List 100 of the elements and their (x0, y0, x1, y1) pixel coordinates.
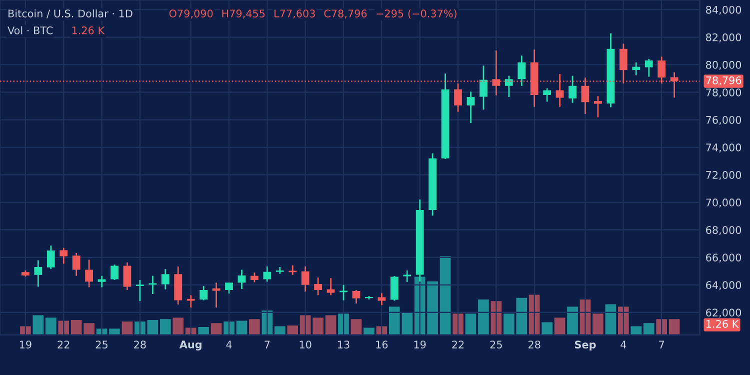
bar (58, 320, 70, 335)
y-tick-label: 80,000 (706, 60, 742, 70)
bar (134, 322, 146, 335)
text: Bitcoin / U.S. Dollar · 1D (8, 9, 132, 18)
bar (350, 319, 362, 335)
x-tick-label: 28 (134, 340, 146, 348)
candlestick (110, 264, 118, 281)
bar (32, 315, 44, 335)
y-tick-label: 76,000 (706, 116, 742, 125)
bar (554, 318, 566, 335)
candlestick (504, 75, 513, 98)
candlestick (263, 266, 272, 282)
bar (338, 314, 349, 335)
bar (656, 319, 667, 335)
x-tick-label: 25 (490, 340, 502, 348)
candlestick (644, 58, 653, 78)
candlestick (543, 88, 552, 102)
candlestick (123, 262, 132, 291)
bar (364, 328, 374, 335)
bar (70, 320, 82, 335)
text: Vol · BTC (8, 26, 53, 34)
x-tick-label: 25 (96, 340, 108, 348)
bar (20, 326, 31, 335)
bar (249, 319, 260, 335)
y-tick-label: 78,000 (706, 88, 742, 98)
x-tick-label: 28 (528, 340, 540, 348)
candlestick (632, 62, 640, 76)
candlestick (466, 90, 475, 124)
candlestick (136, 279, 144, 302)
bar (45, 318, 56, 335)
bar (122, 322, 133, 335)
y-tick-label: 72,000 (706, 171, 742, 180)
bar (84, 323, 94, 335)
y-tick-label: 64,000 (706, 281, 742, 290)
candlestick (161, 268, 170, 290)
ref-line-label: 78,796 (706, 76, 742, 86)
bar (109, 328, 120, 335)
y-tick-label: 74,000 (706, 144, 742, 152)
bar (605, 304, 616, 335)
candlestick (34, 260, 42, 288)
bar (274, 326, 286, 335)
y-tick-label: 70,000 (706, 198, 742, 208)
candlestick (46, 244, 55, 270)
bar (478, 300, 489, 335)
annotation: H79,455 (222, 10, 265, 18)
bar (160, 319, 171, 335)
candlestick (301, 266, 310, 292)
bar (440, 256, 451, 335)
annotation: C78,796 (324, 10, 367, 18)
x-tick-label: Sep (574, 340, 596, 351)
x-tick-label: 22 (452, 340, 464, 348)
candlestick (390, 275, 398, 302)
annotation: O79,090 (169, 10, 213, 18)
candlestick (480, 64, 488, 110)
bar (630, 326, 642, 335)
x-tick-label: 7 (264, 340, 270, 348)
candlestick (72, 252, 80, 277)
bar (287, 325, 298, 335)
x-tick-label: 19 (414, 340, 426, 348)
x-tick-label: 19 (20, 340, 32, 348)
bar (465, 314, 476, 335)
candlestick (225, 282, 233, 294)
x-tick-label: Aug (179, 340, 202, 351)
x-tick-label: 10 (300, 340, 312, 348)
x-tick-label: 4 (620, 340, 626, 348)
x-tick-label: 22 (58, 340, 70, 348)
bar (592, 314, 604, 335)
candlestick (200, 285, 208, 301)
bar (542, 322, 552, 335)
bar (224, 322, 234, 335)
candlestick (98, 275, 106, 288)
bar (172, 318, 184, 335)
candlestick (352, 289, 360, 304)
x-tick-label: 4 (226, 340, 232, 348)
bar (210, 323, 222, 335)
candlestick (314, 276, 322, 296)
x-tick-label: 16 (376, 340, 388, 348)
bar (325, 315, 336, 335)
bar (236, 320, 248, 335)
text: 1.26 K (706, 320, 739, 328)
y-tick-label: 84,000 (706, 6, 742, 15)
candlestick (568, 75, 576, 104)
bar (147, 320, 158, 335)
x-tick-label: 7 (659, 340, 664, 348)
bar (668, 319, 680, 335)
candlestick (403, 270, 412, 283)
y-tick-label: 62,000 (706, 308, 742, 318)
candlestick (594, 95, 602, 118)
candlestick (518, 54, 526, 87)
candlestick (238, 269, 246, 290)
candlestick (85, 259, 94, 288)
y-tick-label: 82,000 (706, 33, 742, 42)
y-tick-label: 68,000 (706, 226, 742, 236)
annotation: L77,603 (274, 10, 315, 18)
candlestick (326, 277, 335, 296)
x-tick-label: 13 (338, 340, 350, 348)
bar (643, 323, 654, 335)
candlestick (288, 264, 297, 276)
bar (198, 327, 209, 335)
y-tick-label: 66,000 (706, 254, 742, 263)
